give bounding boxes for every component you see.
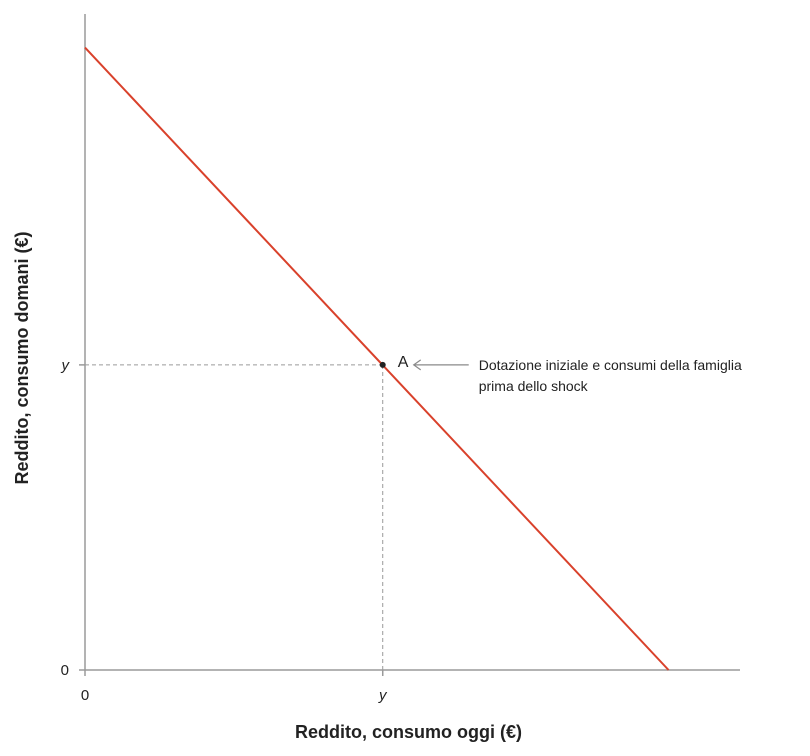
point-A [379, 361, 386, 368]
x-axis-label: Reddito, consumo oggi (€) [295, 722, 522, 742]
series-lines [84, 46, 670, 671]
budget-line-0 [84, 46, 670, 671]
x-tick-label-0: 0 [81, 687, 89, 704]
annotation-text-line-0: Dotazione iniziale e consumi della famig… [479, 357, 742, 373]
guide-lines [85, 364, 384, 670]
annotation-text-line-1: prima dello shock [479, 378, 589, 394]
y-tick-label-1: y [61, 357, 71, 374]
axis-ticks: 0 y 0 y [61, 357, 388, 704]
points: A [379, 354, 409, 371]
y-axis-label: Reddito, consumo domani (€) [12, 231, 32, 484]
point-label-A: A [398, 354, 409, 371]
y-tick-label-0: 0 [61, 662, 69, 679]
annotations: Dotazione iniziale e consumi della famig… [412, 357, 742, 394]
x-tick-label-1: y [378, 687, 388, 704]
annotation-arrowhead-0 [412, 359, 422, 371]
